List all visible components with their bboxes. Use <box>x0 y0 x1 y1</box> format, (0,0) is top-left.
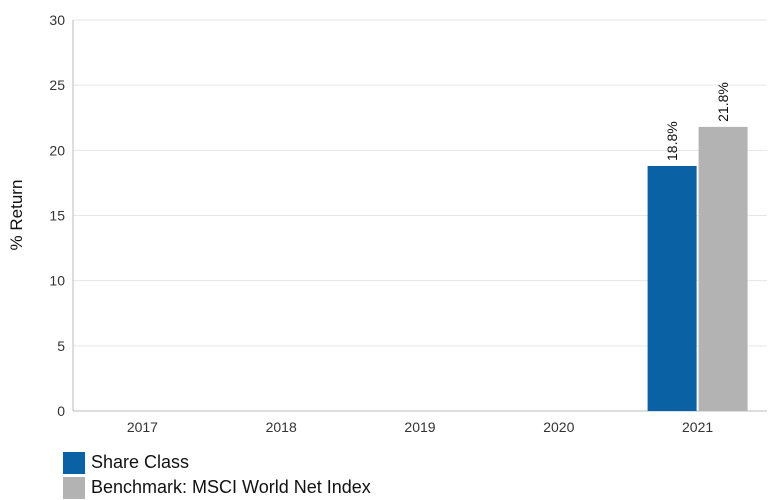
legend-label-benchmark: Benchmark: MSCI World Net Index <box>91 477 371 497</box>
data-label-benchmark-2021: 21.8% <box>715 82 731 122</box>
y-tick-label: 5 <box>57 338 65 354</box>
x-tick-label: 2019 <box>404 419 435 435</box>
legend-swatch-share-class <box>63 451 85 474</box>
y-tick-label: 15 <box>49 208 65 224</box>
bar-chart: 0 5 10 15 20 25 30 18.8% 21.8% 2017 2018 2019 2020… <box>7 12 767 435</box>
y-axis-ticks: 0 5 10 15 20 25 30 <box>49 12 65 419</box>
y-tick-label: 10 <box>49 273 65 289</box>
legend: Share Class Benchmark: MSCI World Net In… <box>63 450 371 500</box>
y-tick-label: 25 <box>49 77 65 93</box>
x-tick-label: 2021 <box>682 419 713 435</box>
data-labels: 18.8% 21.8% <box>664 82 731 161</box>
data-label-share-class-2021: 18.8% <box>664 121 680 161</box>
x-tick-label: 2020 <box>543 419 574 435</box>
y-tick-label: 0 <box>57 403 65 419</box>
bar-benchmark-2021 <box>698 126 748 411</box>
y-tick-label: 30 <box>49 12 65 28</box>
x-axis-ticks: 2017 2018 2019 2020 2021 <box>127 419 714 435</box>
legend-item-benchmark: Benchmark: MSCI World Net Index <box>63 475 371 500</box>
bars <box>647 126 748 411</box>
x-tick-label: 2018 <box>266 419 297 435</box>
bar-share-class-2021 <box>647 165 697 411</box>
gridlines <box>72 19 767 412</box>
legend-label-share-class: Share Class <box>91 452 190 472</box>
legend-item-share-class: Share Class <box>63 450 371 475</box>
legend-swatch-benchmark <box>63 476 85 499</box>
x-tick-label: 2017 <box>127 419 158 435</box>
y-axis-title: % Return <box>7 180 26 251</box>
y-tick-label: 20 <box>49 142 65 158</box>
